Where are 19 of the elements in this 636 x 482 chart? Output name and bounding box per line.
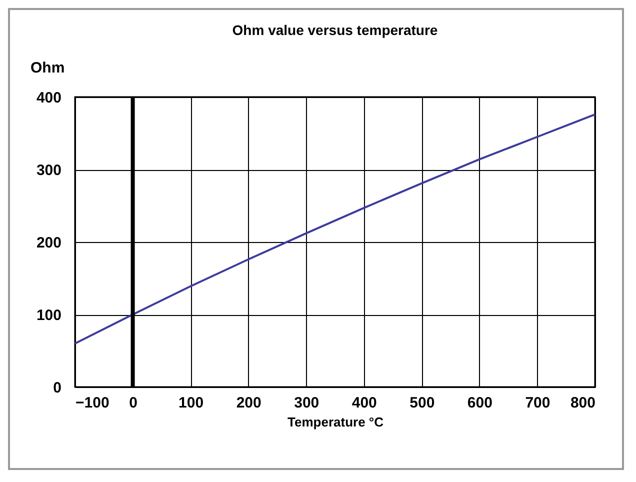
x-tick-label: 600 <box>467 394 492 412</box>
line-series <box>74 113 596 344</box>
x-axis-title: Temperature °C <box>288 414 384 430</box>
x-tick-label: 500 <box>410 394 435 412</box>
y-tick-label: 300 <box>36 162 62 179</box>
chart-title: Ohm value versus temperature <box>232 22 438 38</box>
x-tick-label: 200 <box>236 394 262 412</box>
y-tick-label: 400 <box>36 90 62 106</box>
y-tick-label: 100 <box>36 307 62 324</box>
y-tick-label: 0 <box>53 380 62 396</box>
x-tick-label: 100 <box>178 394 204 412</box>
x-tick-label: −100 <box>76 394 110 412</box>
x-tick-label: 800 <box>570 394 596 412</box>
x-tick-label: 400 <box>352 394 377 412</box>
x-tick-label: 0 <box>129 394 138 412</box>
x-tick-label: 300 <box>294 394 320 412</box>
x-tick-label: 700 <box>525 394 550 412</box>
y-tick-label: 200 <box>36 234 62 252</box>
y-axis-title: Ohm <box>30 60 65 76</box>
